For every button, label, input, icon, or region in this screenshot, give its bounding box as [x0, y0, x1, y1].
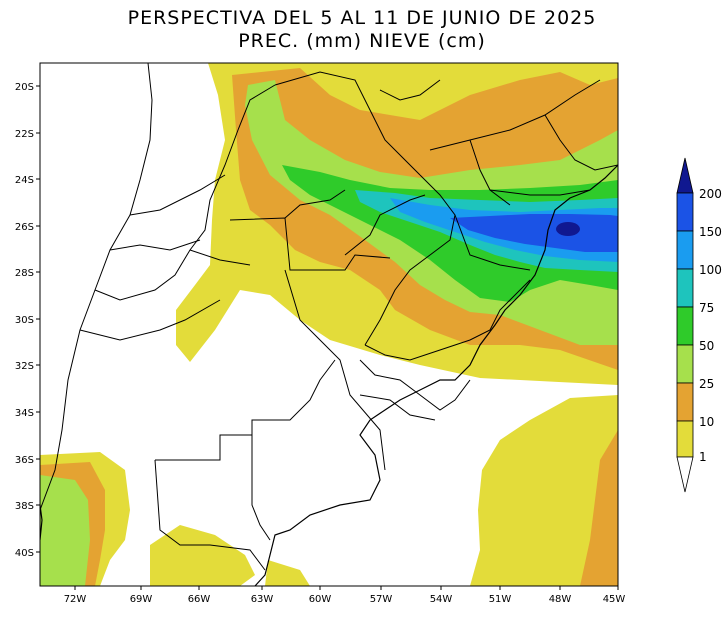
legend-swatch-75: [676, 268, 694, 308]
map-title-line-1: PERSPECTIVA DEL 5 AL 11 DE JUNIO DE 2025: [127, 7, 597, 29]
legend-label-75: 75: [699, 301, 714, 315]
legend-label-50: 50: [699, 339, 714, 353]
lat-label-34s: 34S: [15, 408, 34, 419]
legend-swatch-1: [676, 420, 694, 458]
legend-swatch-150: [676, 192, 694, 232]
legend-colorbar: [676, 157, 694, 493]
legend-swatch-100: [676, 230, 694, 270]
lat-label-24s: 24S: [15, 175, 34, 186]
lon-label-57w: 57W: [370, 594, 393, 605]
longitude-axis: 72W 69W 66W 63W 60W 57W 54W 51W 48W 45W: [64, 586, 626, 605]
contour-10mm-southeast: [580, 430, 618, 586]
contour-200mm: [556, 222, 580, 236]
legend-swatch-200: [676, 157, 694, 194]
contour-1mm-south-small: [265, 560, 310, 586]
map-frame: [39, 62, 619, 587]
contour-1mm-patagonia: [150, 525, 255, 586]
legend-swatch-25: [676, 344, 694, 384]
legend-label-200: 200: [699, 187, 722, 201]
lat-label-26s: 26S: [15, 222, 34, 233]
legend-swatch-10: [676, 382, 694, 422]
legend-label-10: 10: [699, 415, 714, 429]
legend-labels: 200 150 100 75 50 25 10 1: [699, 187, 722, 464]
precipitation-fields: [40, 63, 618, 586]
lat-label-20s: 20S: [15, 82, 34, 93]
legend-swatch-below-1: [676, 456, 694, 493]
lat-label-40s: 40S: [15, 548, 34, 559]
contour-25mm-southwest: [40, 475, 90, 586]
lat-label-22s: 22S: [15, 129, 34, 140]
legend-label-150: 150: [699, 225, 722, 239]
lon-label-45w: 45W: [603, 594, 626, 605]
lon-label-72w: 72W: [64, 594, 87, 605]
legend-label-100: 100: [699, 263, 722, 277]
lat-label-32s: 32S: [15, 361, 34, 372]
lat-label-38s: 38S: [15, 501, 34, 512]
latitude-axis: 20S 22S 24S 26S 28S 30S 32S 34S 36S 38S …: [15, 82, 40, 559]
lon-label-54w: 54W: [430, 594, 453, 605]
lon-label-63w: 63W: [251, 594, 274, 605]
political-borders: [40, 63, 618, 571]
legend-swatch-50: [676, 306, 694, 346]
lon-label-48w: 48W: [549, 594, 572, 605]
legend-label-1: 1: [699, 450, 707, 464]
legend-label-25: 25: [699, 377, 714, 391]
contour-1mm-southeast: [470, 395, 618, 586]
lon-label-60w: 60W: [309, 594, 332, 605]
map-title-line-2: PREC. (mm) NIEVE (cm): [238, 30, 486, 52]
lon-label-51w: 51W: [489, 594, 512, 605]
lat-label-36s: 36S: [15, 455, 34, 466]
coastline: [40, 164, 618, 586]
lon-label-69w: 69W: [130, 594, 153, 605]
lat-label-28s: 28S: [15, 268, 34, 279]
contour-150mm: [450, 214, 618, 252]
lon-label-66w: 66W: [188, 594, 211, 605]
lat-label-30s: 30S: [15, 315, 34, 326]
